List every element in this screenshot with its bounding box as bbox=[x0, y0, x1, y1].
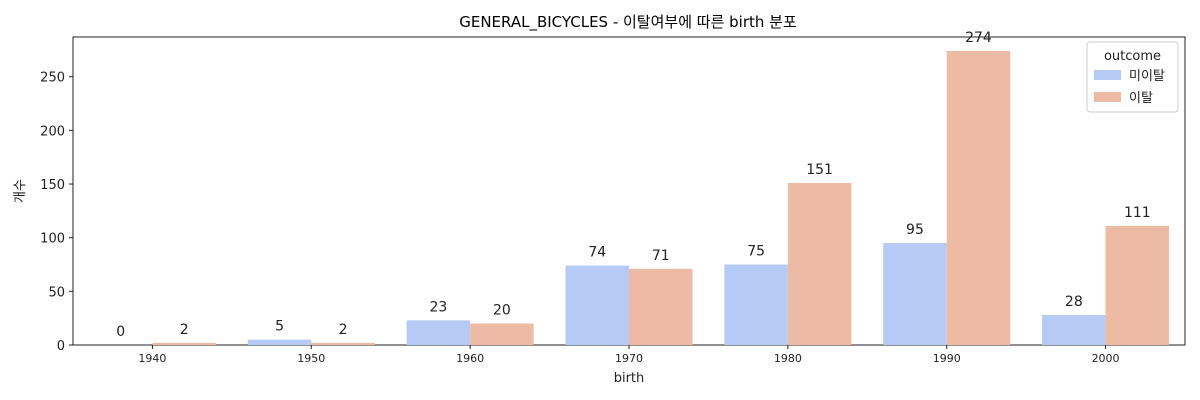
legend-title: outcome bbox=[1104, 49, 1161, 64]
bar bbox=[311, 342, 375, 345]
x-tick-label: 1980 bbox=[774, 352, 802, 365]
y-tick-label: 200 bbox=[40, 124, 65, 139]
data-label: 75 bbox=[747, 244, 765, 260]
legend-label: 이탈 bbox=[1129, 91, 1153, 106]
x-tick-label: 1940 bbox=[138, 352, 166, 365]
plot-area: 0 50 100 150 200 250 1940 0 2 1950 5 2 1960 23 20 1970 7… bbox=[40, 30, 1186, 365]
bar bbox=[1105, 225, 1170, 345]
data-label: 71 bbox=[652, 248, 670, 264]
bar bbox=[883, 243, 947, 345]
data-label: 28 bbox=[1065, 294, 1083, 310]
bar bbox=[724, 264, 788, 345]
data-label: 2 bbox=[180, 322, 189, 338]
data-label: 23 bbox=[429, 299, 447, 315]
bar bbox=[247, 339, 312, 345]
data-label: 2 bbox=[339, 322, 348, 338]
x-tick-label: 1960 bbox=[456, 352, 484, 365]
legend-label: 미이탈 bbox=[1129, 69, 1165, 84]
x-axis-label: birth bbox=[614, 371, 645, 386]
bar bbox=[406, 320, 471, 345]
data-label: 74 bbox=[588, 245, 606, 261]
bar bbox=[152, 342, 216, 345]
bar bbox=[629, 268, 693, 345]
bar bbox=[565, 265, 629, 345]
bar bbox=[946, 50, 1011, 345]
y-tick-label: 250 bbox=[40, 71, 65, 86]
legend-swatch bbox=[1094, 70, 1121, 80]
y-tick-label: 100 bbox=[40, 232, 65, 247]
data-label: 20 bbox=[493, 303, 511, 319]
y-axis-label: 개수 bbox=[13, 179, 28, 203]
data-label: 111 bbox=[1124, 205, 1151, 221]
x-tick-label: 2000 bbox=[1092, 352, 1120, 365]
data-label: 0 bbox=[116, 324, 125, 340]
x-tick-label: 1950 bbox=[297, 352, 325, 365]
data-label: 274 bbox=[965, 30, 992, 46]
bar bbox=[470, 323, 534, 345]
chart-title: GENERAL_BICYCLES - 이탈여부에 따른 birth 분포 bbox=[459, 13, 797, 32]
x-tick-label: 1970 bbox=[615, 352, 643, 365]
y-tick-label: 0 bbox=[57, 339, 65, 354]
legend-swatch bbox=[1094, 92, 1121, 102]
data-label: 5 bbox=[275, 319, 284, 335]
bar bbox=[1042, 314, 1106, 345]
y-tick-label: 150 bbox=[40, 178, 65, 193]
y-tick-label: 50 bbox=[48, 285, 65, 300]
data-label: 95 bbox=[906, 222, 924, 238]
data-label: 151 bbox=[806, 162, 833, 178]
bar bbox=[787, 182, 852, 345]
x-tick-label: 1990 bbox=[933, 352, 961, 365]
